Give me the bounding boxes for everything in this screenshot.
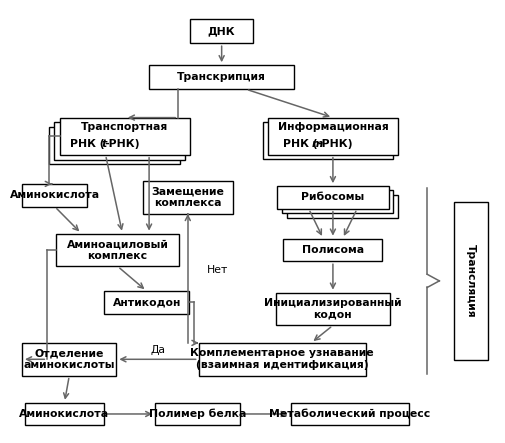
Text: Информационная: Информационная xyxy=(278,121,388,132)
Text: Полисома: Полисома xyxy=(302,245,364,255)
Text: Отделение
аминокислоты: Отделение аминокислоты xyxy=(24,349,115,370)
Text: -РНК): -РНК) xyxy=(105,139,140,149)
Text: Антикодон: Антикодон xyxy=(113,297,181,307)
Bar xyxy=(277,186,388,209)
Bar xyxy=(287,195,398,218)
Bar xyxy=(25,403,105,425)
Bar xyxy=(105,291,189,314)
Bar xyxy=(268,117,398,155)
Bar xyxy=(22,343,117,376)
Text: m: m xyxy=(312,139,323,149)
Text: Метаболический процесс: Метаболический процесс xyxy=(269,409,430,419)
Text: Транспортная: Транспортная xyxy=(81,121,169,132)
Bar xyxy=(276,292,390,326)
Bar xyxy=(54,122,185,159)
Bar xyxy=(283,239,382,261)
Text: Да: Да xyxy=(150,345,165,355)
Text: Полимер белка: Полимер белка xyxy=(149,409,246,419)
Text: -РНК): -РНК) xyxy=(318,139,353,149)
Text: Трансляция: Трансляция xyxy=(466,244,476,318)
Text: ДНК: ДНК xyxy=(208,26,235,36)
Text: РНК (: РНК ( xyxy=(70,139,105,149)
Bar xyxy=(49,127,180,164)
Bar xyxy=(290,403,409,425)
Text: Транскрипция: Транскрипция xyxy=(177,72,266,82)
Bar xyxy=(60,117,190,155)
Bar xyxy=(22,184,87,206)
Bar xyxy=(149,65,294,89)
Bar xyxy=(263,122,393,159)
Bar xyxy=(155,403,240,425)
Text: Рибосомы: Рибосомы xyxy=(301,192,365,202)
Text: Комплементарное узнавание
(взаимная идентификация): Комплементарное узнавание (взаимная иден… xyxy=(190,349,374,370)
Bar xyxy=(190,19,253,43)
Bar xyxy=(143,181,232,214)
Text: Замещение
комплекса: Замещение комплекса xyxy=(152,187,224,208)
Bar xyxy=(282,190,393,213)
Text: Нет: Нет xyxy=(207,264,229,275)
Text: Аминокислота: Аминокислота xyxy=(19,409,110,419)
Bar xyxy=(454,202,488,360)
Text: РНК (: РНК ( xyxy=(283,139,318,149)
Text: Аминоациловый
комплекс: Аминоациловый комплекс xyxy=(67,239,169,261)
Text: t: t xyxy=(102,139,107,149)
Bar xyxy=(198,343,366,376)
Bar xyxy=(56,233,179,266)
Text: Аминокислота: Аминокислота xyxy=(10,190,100,200)
Text: Инициализированный
кодон: Инициализированный кодон xyxy=(264,298,401,320)
